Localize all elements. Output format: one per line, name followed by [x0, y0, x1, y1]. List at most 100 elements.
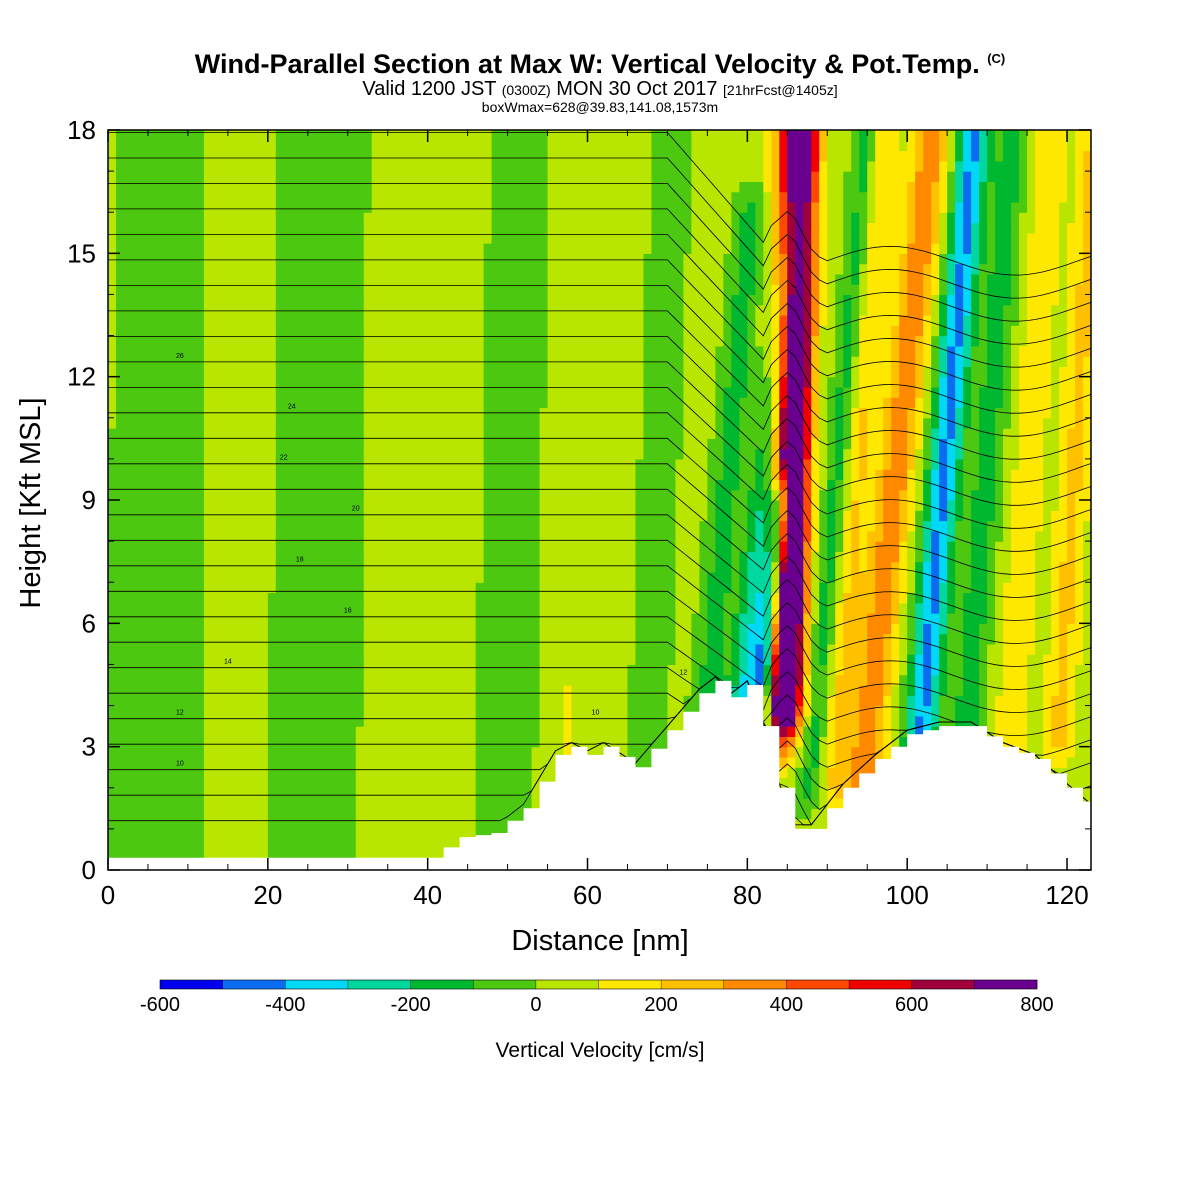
velocity-cell [131, 541, 141, 552]
velocity-cell [307, 654, 317, 666]
velocity-cell [275, 541, 285, 552]
velocity-cell [619, 150, 629, 162]
velocity-cell [387, 798, 397, 809]
velocity-cell [387, 705, 397, 717]
velocity-cell [179, 613, 189, 624]
velocity-cell [491, 386, 501, 398]
velocity-cell [387, 530, 397, 542]
velocity-cell [147, 602, 157, 614]
velocity-cell [387, 325, 397, 337]
velocity-cell [499, 602, 509, 614]
velocity-cell [315, 767, 325, 779]
velocity-cell [603, 479, 613, 491]
velocity-cell [539, 756, 549, 768]
velocity-cell [387, 438, 397, 450]
velocity-cell [307, 458, 317, 470]
velocity-cell [251, 777, 261, 789]
velocity-cell [491, 160, 501, 172]
velocity-cell [443, 808, 453, 820]
velocity-cell [531, 253, 541, 265]
velocity-cell [155, 243, 165, 254]
velocity-cell [651, 602, 661, 614]
velocity-cell [203, 130, 213, 141]
velocity-cell [139, 469, 149, 481]
velocity-cell [139, 643, 149, 655]
velocity-cell [179, 705, 189, 717]
velocity-cell [627, 273, 637, 285]
velocity-cell [131, 685, 141, 696]
velocity-cell [275, 685, 285, 696]
velocity-cell [611, 243, 621, 254]
velocity-cell [619, 695, 629, 707]
velocity-cell [371, 602, 381, 614]
velocity-cell [299, 438, 309, 450]
velocity-cell [259, 633, 269, 645]
velocity-cell [531, 335, 541, 347]
velocity-cell [371, 417, 381, 429]
velocity-cell [307, 530, 317, 542]
velocity-cell [267, 602, 277, 614]
velocity-cell [651, 232, 661, 244]
velocity-cell [603, 160, 613, 172]
velocity-cell [171, 191, 181, 203]
velocity-cell [371, 191, 381, 203]
velocity-cell [435, 315, 445, 326]
velocity-cell [108, 489, 117, 501]
velocity-cell [443, 674, 453, 686]
velocity-cell [579, 633, 589, 645]
velocity-cell [531, 232, 541, 244]
velocity-cell [331, 571, 341, 583]
velocity-cell [411, 345, 421, 357]
velocity-cell [403, 798, 413, 809]
velocity-cell [115, 171, 125, 182]
velocity-cell [379, 530, 389, 542]
velocity-cell [291, 530, 301, 542]
velocity-cell [299, 304, 309, 316]
velocity-cell [219, 746, 229, 758]
velocity-cell [523, 736, 533, 748]
velocity-cell [587, 294, 597, 306]
velocity-cell [635, 171, 645, 182]
velocity-cell [635, 150, 645, 162]
velocity-cell [108, 510, 117, 522]
velocity-cell [491, 613, 501, 624]
velocity-cell [315, 325, 325, 337]
velocity-cell [635, 438, 645, 450]
velocity-cell [515, 304, 525, 316]
velocity-cell [395, 150, 405, 162]
velocity-cell [147, 541, 157, 552]
velocity-cell [108, 417, 117, 429]
velocity-cell [403, 756, 413, 768]
velocity-cell [331, 582, 341, 594]
velocity-cell [171, 171, 181, 182]
velocity-cell [251, 201, 261, 213]
velocity-cell [619, 613, 629, 624]
velocity-cell [307, 828, 317, 840]
velocity-cell [307, 582, 317, 594]
velocity-cell [643, 232, 653, 244]
velocity-cell [411, 571, 421, 583]
velocity-cell [171, 849, 181, 861]
velocity-cell [387, 777, 397, 789]
velocity-cell [443, 366, 453, 378]
velocity-cell [403, 510, 413, 522]
velocity-cell [379, 232, 389, 244]
velocity-cell [523, 489, 533, 501]
velocity-cell [139, 561, 149, 573]
velocity-cell [347, 376, 357, 388]
velocity-cell [411, 623, 421, 635]
velocity-cell [331, 212, 341, 224]
velocity-cell [155, 571, 165, 583]
velocity-cell [108, 232, 117, 244]
velocity-cell [643, 201, 653, 213]
velocity-cell [403, 273, 413, 285]
velocity-cell [491, 181, 501, 193]
velocity-cell [299, 530, 309, 542]
velocity-cell [539, 726, 549, 737]
velocity-cell [299, 705, 309, 717]
velocity-cell [108, 849, 117, 861]
velocity-cell [371, 551, 381, 563]
velocity-cell [523, 756, 533, 768]
velocity-cell [355, 386, 365, 398]
velocity-cell [267, 787, 277, 799]
